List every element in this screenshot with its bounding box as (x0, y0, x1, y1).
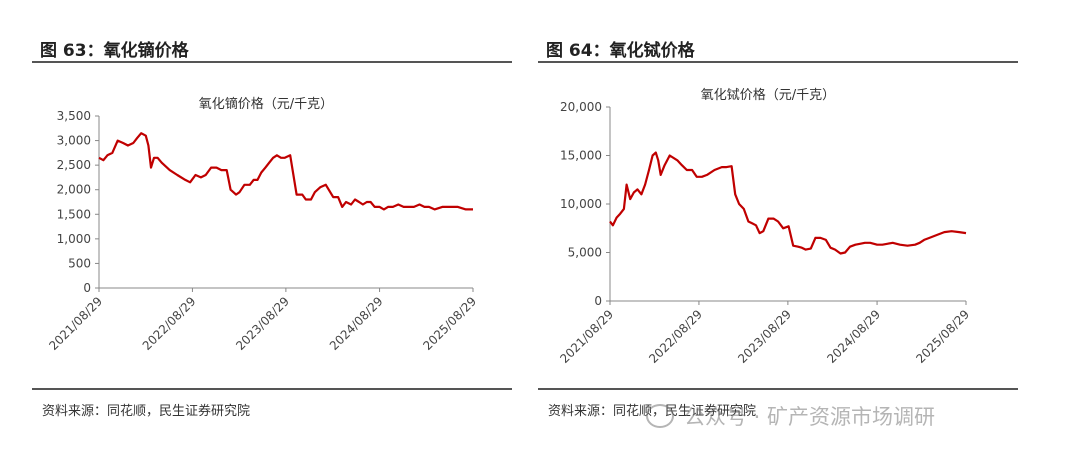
chart-title: 氧化镝价格（元/千克） (199, 96, 333, 112)
watermark-text: 公众号 · 矿产资源市场调研 (684, 405, 936, 429)
y-tick-label: 2,000 (57, 183, 91, 197)
y-tick-label: 500 (68, 256, 91, 270)
wechat-icon (646, 404, 674, 428)
y-tick-label: 3,500 (57, 109, 91, 123)
y-tick-label: 5,000 (568, 246, 602, 260)
y-tick-label: 0 (594, 294, 602, 308)
y-tick-label: 20,000 (560, 100, 602, 114)
left-figure-panel: 图 63：氧化镝价格 氧化镝价格（元/千克） 0 500 1,000 1,500 2,00… (32, 0, 512, 430)
title-rule (538, 61, 1018, 63)
y-tick-label: 3,000 (57, 134, 91, 148)
source-rule (32, 388, 512, 390)
figure-title-63: 图 63：氧化镝价格 (40, 41, 189, 61)
source-rule (538, 388, 1018, 390)
x-tick-label: 2024/08/29 (327, 294, 386, 353)
dysprosium-oxide-price-chart: 氧化镝价格（元/千克） 0 500 1,000 1,500 2,000 2,500 3,000… (46, 96, 479, 353)
terbium-oxide-price-chart: 氧化铽价格（元/千克） 0 5,000 10,000 15,000 20,000 2021/… (557, 87, 972, 366)
x-tick-label: 2022/08/29 (646, 307, 705, 366)
y-tick-label: 10,000 (560, 197, 602, 211)
x-tick-label: 2024/08/29 (824, 307, 883, 366)
y-tick-label: 1,500 (57, 207, 91, 221)
y-tick-label: 0 (83, 281, 91, 295)
y-tick-label: 15,000 (560, 149, 602, 163)
right-figure-panel: 图 64：氧化铽价格 氧化铽价格（元/千克） 0 5,000 10,000 15,000… (538, 0, 1018, 430)
figure-title-64: 图 64：氧化铽价格 (546, 41, 695, 61)
title-rule (32, 61, 512, 63)
x-tick-label: 2021/08/29 (46, 294, 105, 353)
x-tick-label: 2023/08/29 (233, 294, 292, 353)
x-tick-label: 2023/08/29 (735, 307, 794, 366)
x-tick-label: 2025/08/29 (913, 307, 972, 366)
source-note: 资料来源：同花顺，民生证券研究院 (42, 404, 251, 419)
y-tick-label: 1,000 (57, 232, 91, 246)
price-series-line (609, 151, 967, 255)
price-series-line (98, 132, 473, 211)
x-tick-label: 2022/08/29 (140, 294, 199, 353)
x-tick-label: 2021/08/29 (557, 307, 616, 366)
x-tick-label: 2025/08/29 (420, 294, 479, 353)
chart-title: 氧化铽价格（元/千克） (701, 87, 835, 103)
watermark: 公众号 · 矿产资源市场调研 (646, 401, 935, 431)
y-tick-label: 2,500 (57, 158, 91, 172)
